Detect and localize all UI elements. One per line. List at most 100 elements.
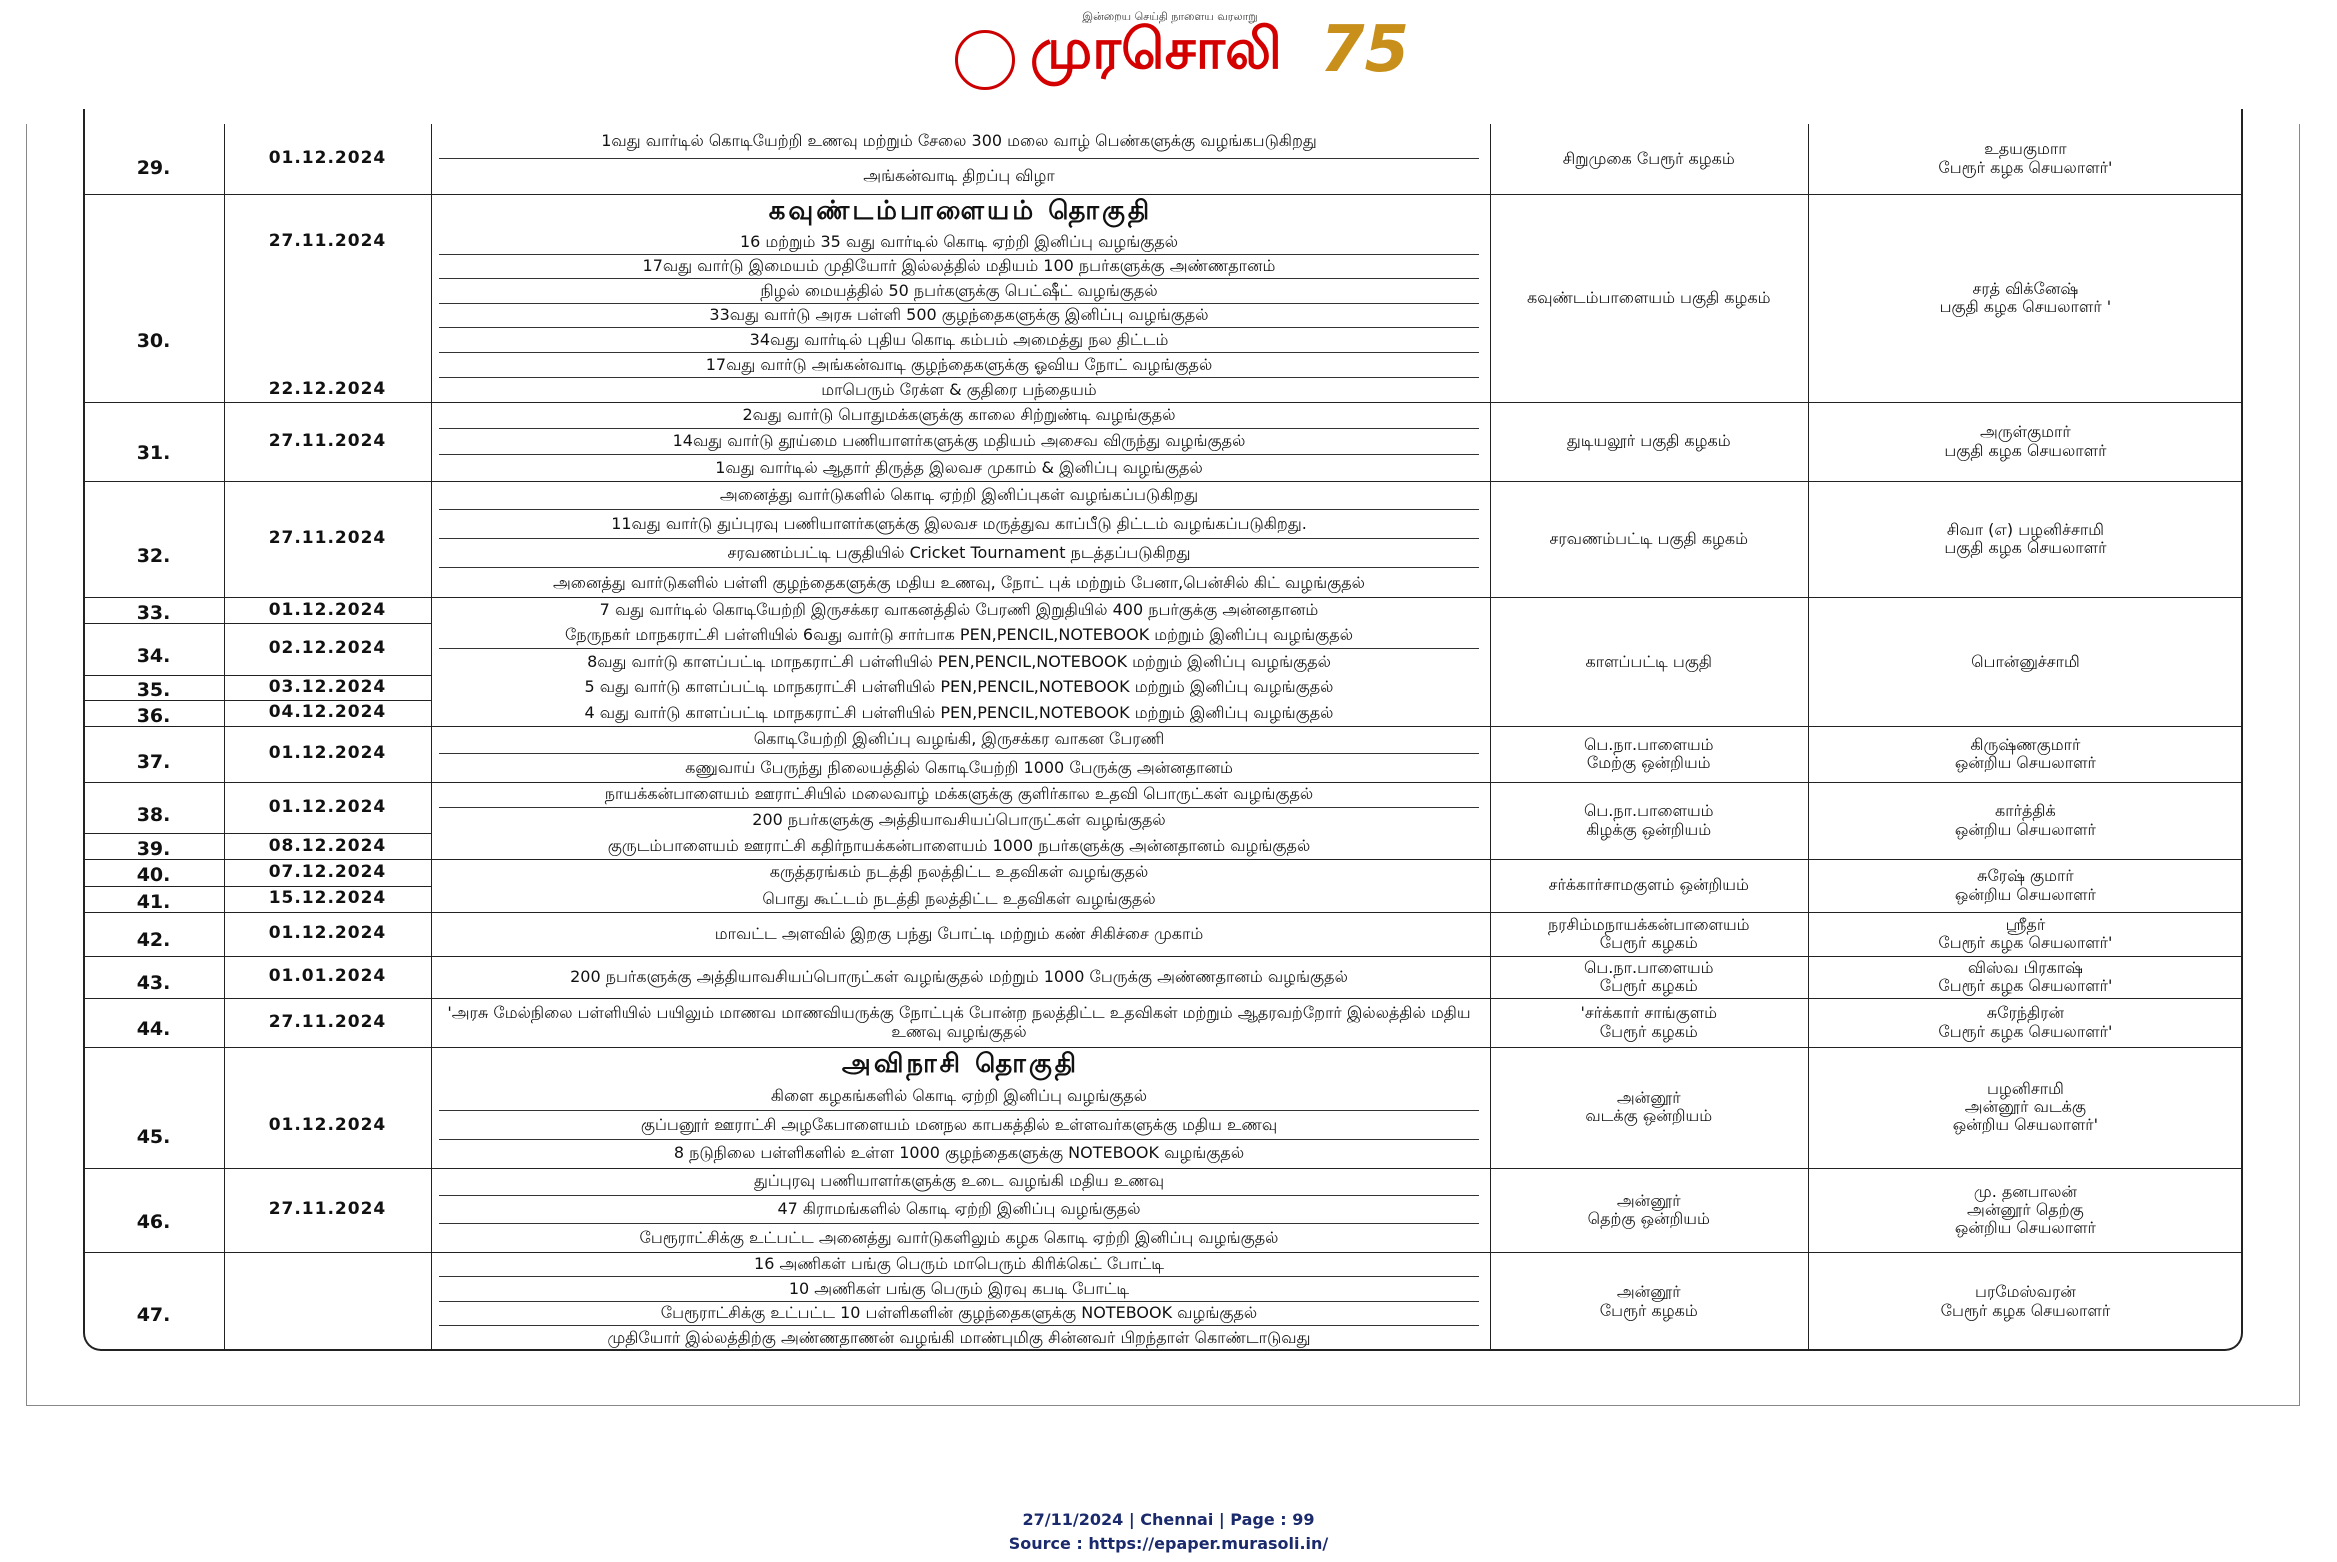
person-line: அருள்குமார் [1980, 422, 2071, 442]
row-border [83, 1252, 2244, 1254]
person-line: கார்த்திக் [1995, 801, 2056, 821]
person: விஸ்வ பிரகாஷ் பேரூர் கழக செயலாளர்' [1808, 956, 2244, 998]
event: பொது கூட்டம் நடத்தி நலத்திட்ட உதவிகள் வழ… [762, 888, 1156, 908]
row-border [83, 193, 2244, 195]
entry-border [83, 885, 432, 887]
person-line: சிவா (எ) பழனிச்சாமி [1946, 519, 2104, 539]
event: கிளை கழகங்களில் கொடி ஏற்றி இனிப்பு வழங்க… [438, 1083, 1480, 1112]
row-number: 46. [136, 1210, 171, 1233]
page-frame [26, 124, 2300, 1406]
event: முதியோர் இல்லத்திற்கு அண்ணதாணன் வழங்கி ம… [607, 1328, 1311, 1348]
person-line: ஸ்ரீதர் [2005, 914, 2046, 934]
entry-border [83, 674, 432, 676]
person-line: ஒன்றிய செயலாளர் [1954, 819, 2096, 839]
event: 34வது வார்டில் புதிய கொடி கம்பம் அமைத்து… [438, 328, 1480, 354]
person-line: விஸ்வ பிரகாஷ் [1967, 957, 2083, 977]
event: குப்பனூர் ஊராட்சி அழகேபாளையம் மனநல காபகத… [438, 1111, 1480, 1140]
person-line: பகுதி கழக செயலாளர் [1944, 538, 2107, 558]
date: 27.11.2024 [268, 231, 387, 252]
row-number: 44. [136, 1017, 171, 1040]
organization: அன்னூர் வடக்கு ஒன்றியம் [1490, 1047, 1808, 1168]
event: 5 வது வார்டு காளப்பட்டி மாநகராட்சி பள்ளி… [584, 677, 1334, 697]
organization: கவுண்டம்பாளையம் பகுதி கழகம் [1490, 194, 1808, 403]
entry-border [83, 700, 432, 702]
org-line: சரவணம்பட்டி பகுதி கழகம் [1549, 529, 1749, 549]
person: உதயகுமாா பேரூர் கழக செயலாளர்' [1808, 124, 2244, 194]
event: 200 நபர்களுக்கு அத்தியாவசியப்பொருட்கள் வ… [570, 966, 1348, 986]
date: 27.11.2024 [268, 1199, 387, 1220]
footer: 27/11/2024 | Chennai | Page : 99 Source … [0, 1508, 2337, 1556]
logo-title: முரசொலி [1030, 17, 1282, 82]
org-line: மேற்கு ஒன்றியம் [1586, 753, 1711, 773]
event: குருடம்பாளையம் ஊராட்சி கதிர்நாயக்கன்பாளை… [607, 836, 1311, 856]
person-line: பேரூர் கழக செயலாளர்' [1938, 976, 2113, 996]
org-line: பேரூர் கழகம் [1599, 1021, 1698, 1041]
org-line: பெ.நா.பாளையம் [1583, 801, 1714, 821]
person-line: சுரேந்திரன் [1986, 1003, 2064, 1023]
row-number: 47. [136, 1304, 171, 1327]
person-line: பரமேஸ்வரன் [1975, 1282, 2076, 1302]
date: 07.12.2024 [268, 861, 387, 882]
org-line: கிழக்கு ஒன்றியம் [1586, 819, 1712, 839]
event: துப்புரவு பணியாளர்களுக்கு உடை வழங்கி மதி… [438, 1168, 1480, 1196]
organization: அன்னூர் பேரூர் கழகம் [1490, 1252, 1808, 1350]
row-number: 38. [136, 803, 171, 826]
date: 01.01.2024 [268, 966, 387, 987]
organization: சரவணம்பட்டி பகுதி கழகம் [1490, 481, 1808, 597]
date: 01.12.2024 [268, 148, 387, 169]
row-number: 36. [136, 705, 171, 728]
person: அருள்குமார் பகுதி கழக செயலாளர் [1808, 402, 2244, 481]
event: 17வது வார்டு அங்கன்வாடி குழந்தைகளுக்கு ஓ… [438, 353, 1480, 378]
event: 'அரசு மேல்நிலை பள்ளியில் பயிலும் மாணவ மா… [447, 1003, 1471, 1041]
date: 27.11.2024 [268, 430, 387, 451]
org-line: நரசிம்மநாயக்கன்பாளையம் [1547, 914, 1750, 934]
row-border [83, 1167, 2244, 1169]
event: 8 நடுநிலை பள்ளிகளில் உள்ள 1000 குழந்தைகள… [673, 1143, 1245, 1163]
org-line: அன்னூர் [1616, 1087, 1681, 1107]
person-line: பழனிசாமி [1986, 1078, 2064, 1098]
row-number: 41. [136, 890, 171, 913]
person-line: கிருஷ்ணகுமார் [1970, 734, 2081, 754]
org-line: பெ.நா.பாளையம் [1583, 957, 1714, 977]
event: 1வது வார்டில் ஆதார் திருத்த இலவச முகாம் … [715, 457, 1203, 477]
row-border [83, 1046, 2244, 1048]
person-line: பொன்னுச்சாமி [1971, 651, 2080, 671]
person: பரமேஸ்வரன் பேரூர் கழக செயலாளர் [1808, 1252, 2244, 1350]
person: சரத் விக்னேஷ் பகுதி கழக செயலாளர் ' [1808, 194, 2244, 403]
row-border [83, 998, 2244, 1000]
org-line: அன்னூர் [1616, 1282, 1681, 1302]
org-line: துடியலூர் பகுதி கழகம் [1566, 431, 1731, 451]
event: 16 மற்றும் 35 வது வார்டில் கொடி ஏற்றி இன… [438, 230, 1480, 255]
person-line: பேரூர் கழக செயலாளர்' [1938, 1021, 2113, 1041]
org-line: பேரூர் கழகம் [1599, 933, 1698, 953]
event: 1வது வார்டில் கொடியேற்றி உணவு மற்றும் சே… [438, 124, 1480, 159]
logo-badge: 75 [1320, 13, 1410, 87]
organization: சிறுமுகை பேரூர் கழகம் [1490, 124, 1808, 194]
event: பேரூராட்சிக்கு உட்பட்ட 10 பள்ளிகளின் குழ… [438, 1302, 1480, 1327]
footer-date: 27/11/2024 | Chennai | Page : 99 [1022, 1510, 1315, 1529]
row-number: 29. [136, 157, 171, 180]
date: 02.12.2024 [268, 638, 387, 659]
event: 2வது வார்டு பொதுமக்களுக்கு காலை சிற்றுண்… [438, 402, 1480, 429]
entry-border [83, 623, 432, 625]
event: கருத்தரங்கம் நடத்தி நலத்திட்ட உதவிகள் வழ… [769, 862, 1149, 882]
event: 10 அணிகள் பங்கு பெரும் இரவு கபடி போட்டி [438, 1277, 1480, 1302]
person-line: ஒன்றிய செயலாளர் [1954, 753, 2096, 773]
org-line: பேரூர் கழகம் [1599, 976, 1698, 996]
date: 27.11.2024 [268, 528, 387, 549]
row-number: 43. [136, 971, 171, 994]
event: நிழல் மையத்தில் 50 நபர்களுக்கு பெட்ஷீட் … [438, 279, 1480, 304]
person-line: மு. தனபாலன் [1973, 1181, 2077, 1201]
organization: பெ.நா.பாளையம் கிழக்கு ஒன்றியம் [1490, 782, 1808, 859]
row-number: 40. [136, 864, 171, 887]
column-line [431, 124, 433, 1351]
person-line: பேரூர் கழக செயலாளர் [1940, 1300, 2111, 1320]
event: மாவட்ட அளவில் இறகு பந்து போட்டி மற்றும் … [714, 923, 1204, 943]
person: சுரேந்திரன் பேரூர் கழக செயலாளர்' [1808, 998, 2244, 1046]
row-border [83, 481, 2244, 482]
organization: 'சர்க்கார் சாங்குளம் பேரூர் கழகம் [1490, 998, 1808, 1046]
date: 15.12.2024 [268, 888, 387, 909]
footer-source: Source : https://epaper.murasoli.in/ [1008, 1534, 1329, 1553]
